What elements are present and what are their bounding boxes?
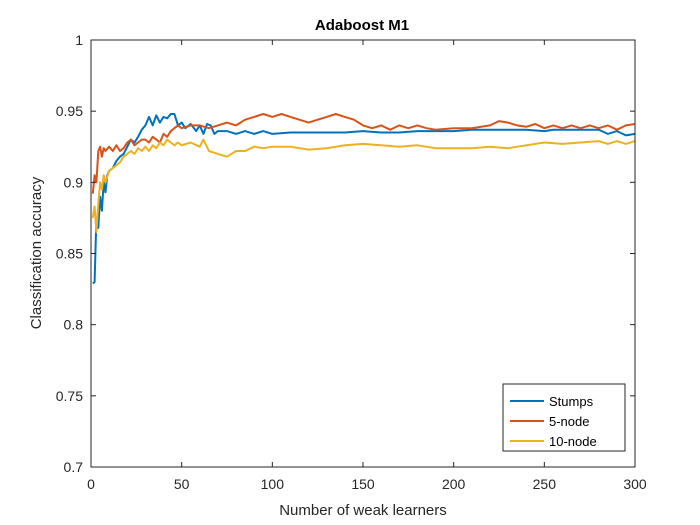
legend-label: 5-node	[549, 414, 589, 429]
y-tick-label: 1	[75, 32, 83, 48]
series-layer	[91, 113, 636, 285]
legend-label: Stumps	[549, 394, 594, 409]
x-tick-label: 250	[533, 476, 557, 492]
y-tick-label: 0.7	[64, 459, 84, 475]
legend-box	[502, 383, 626, 452]
series-line-stumps	[92, 113, 636, 285]
y-axis-label: Classification accuracy	[28, 176, 45, 329]
x-tick-label: 50	[174, 476, 190, 492]
x-axis-ticks: 0 50 100 150 200 250 300	[87, 40, 647, 492]
series-line-5-node	[91, 113, 636, 194]
chart-title: Adaboost M1	[315, 17, 409, 34]
y-tick-label: 0.85	[56, 246, 83, 262]
legend-label: 10-node	[549, 434, 597, 449]
y-tick-label: 0.75	[56, 388, 83, 404]
y-tick-label: 0.95	[56, 103, 83, 119]
x-tick-label: 200	[442, 476, 466, 492]
x-axis-label: Number of weak learners	[279, 502, 447, 519]
x-tick-label: 100	[261, 476, 285, 492]
x-tick-label: 300	[623, 476, 647, 492]
x-tick-label: 150	[351, 476, 375, 492]
series-line-10-node	[91, 138, 636, 234]
x-tick-label: 0	[87, 476, 95, 492]
legend: Stumps 5-node 10-node	[502, 383, 626, 452]
y-tick-label: 0.8	[64, 317, 84, 333]
y-axis-ticks: 0.7 0.75 0.8 0.85 0.9 0.95 1	[56, 32, 635, 475]
y-tick-label: 0.9	[64, 174, 84, 190]
